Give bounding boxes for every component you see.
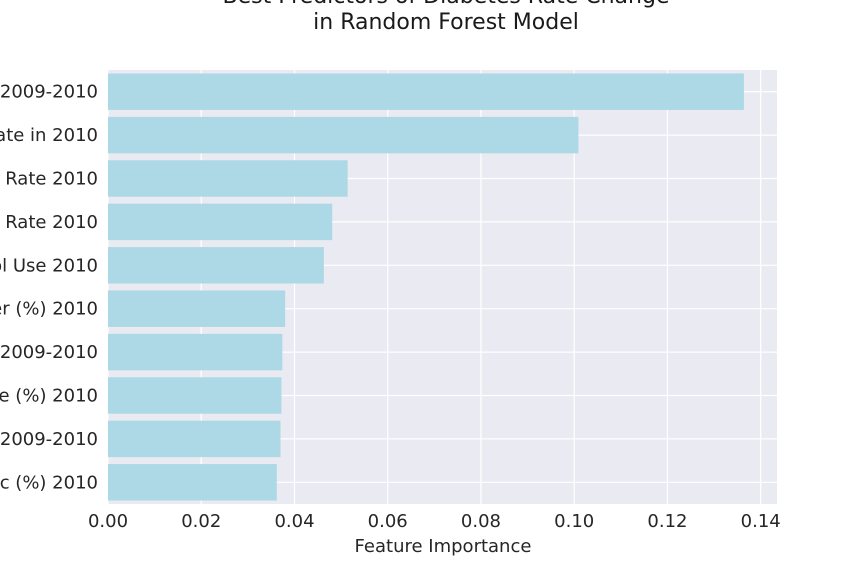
bar: [108, 203, 333, 241]
bar: [108, 160, 348, 197]
y-tick-label: Rate 2010: [5, 169, 98, 190]
x-tick-label: 0.14: [741, 511, 781, 532]
y-tick-label: ol Use 2010: [0, 255, 98, 276]
bar: [108, 333, 283, 371]
y-tick-label: e (%) 2010: [0, 386, 98, 407]
x-tick-label: 0.12: [647, 511, 687, 532]
bar: [108, 247, 324, 284]
y-tick-label: er (%) 2010: [0, 299, 98, 320]
bar: [108, 73, 744, 110]
x-tick-label: 0.00: [88, 511, 128, 532]
y-tick-label: 2009-2010: [0, 342, 98, 363]
y-tick-labels: 2009-2010 ate in 2010 Rate 2010 Rate 2010 ol…: [0, 82, 98, 494]
x-axis-label: Feature Importance: [355, 536, 532, 557]
chart-title: Best Predictors of Diabetes Rate Change …: [223, 0, 670, 35]
x-tick-labels: 0.00 0.02 0.04 0.06 0.08 0.10 0.12 0.14: [88, 511, 781, 532]
x-tick-label: 0.06: [368, 511, 408, 532]
bars: [108, 73, 744, 501]
x-tick-label: 0.04: [274, 511, 314, 532]
y-tick-label: 2009-2010: [0, 82, 98, 103]
x-tick-label: 0.10: [554, 511, 594, 532]
bar: [108, 464, 277, 501]
bar: [108, 290, 286, 327]
y-tick-label: ate in 2010: [0, 125, 98, 146]
y-tick-label: ic (%) 2010: [0, 472, 98, 493]
chart-title-line-1: Best Predictors of Diabetes Rate Change: [223, 0, 670, 9]
y-tick-label: 2009-2010: [0, 429, 98, 450]
chart-title-line-2: in Random Forest Model: [313, 10, 579, 35]
x-tick-label: 0.02: [181, 511, 221, 532]
y-tick-label: Rate 2010: [5, 212, 98, 233]
x-tick-label: 0.08: [461, 511, 501, 532]
bar: [108, 116, 579, 154]
bar: [108, 377, 282, 414]
bar: [108, 420, 281, 458]
